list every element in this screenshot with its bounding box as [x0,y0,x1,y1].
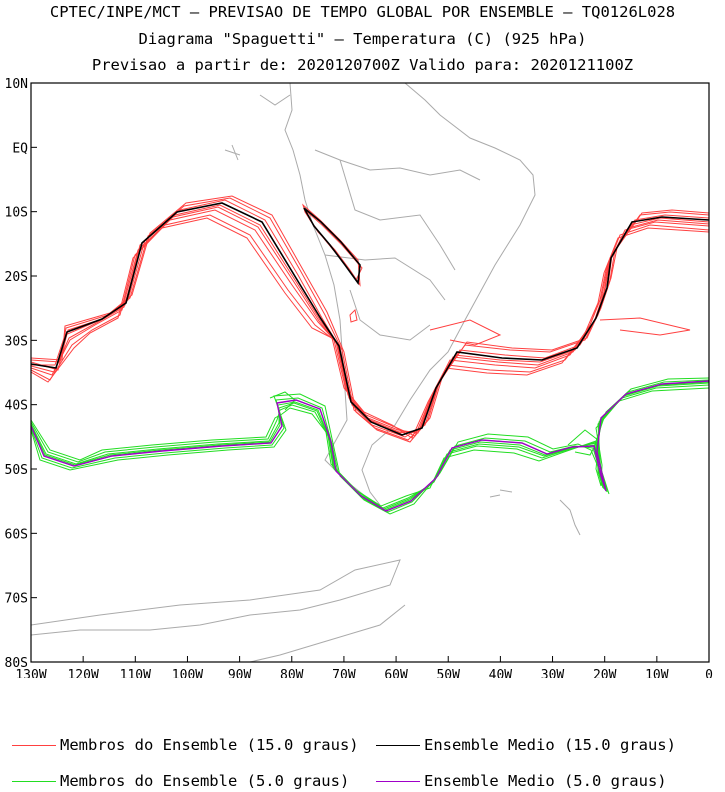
x-tick-label: 30W [541,668,565,678]
legend-swatch-red [12,745,56,746]
spaghetti-map: 130W 120W 110W 100W 90W 80W 70W 60W 50W 40W 30W 20W… [5,78,713,678]
y-tick-label: 10N [5,78,28,92]
x-tick-label: 0 [705,668,713,678]
chart-title: CPTEC/INPE/MCT – PREVISAO DE TEMPO GLOBA… [49,3,676,21]
ensemble-members-5deg [31,377,709,515]
y-tick-label: 20S [5,270,28,285]
y-tick-label: 10S [5,206,28,221]
ensemble-mean-15deg [31,202,709,436]
plot-frame [30,82,710,663]
x-tick-label: 80W [280,668,304,678]
x-tick-label: 130W [15,668,46,678]
ensemble-mean-5deg [31,380,709,512]
legend-item-members-5deg: Membros do Ensemble (5.0 graus) [12,772,349,790]
x-tick-label: 20W [593,668,617,678]
x-tick-label: 70W [332,668,356,678]
y-tick-label: 40S [5,399,28,414]
y-tick-label: 50S [5,463,28,478]
x-tick-label: 110W [120,668,151,678]
legend-item-members-15deg: Membros do Ensemble (15.0 graus) [12,736,359,754]
legend-item-mean-15deg: Ensemble Medio (15.0 graus) [376,736,676,754]
y-tick-label: 80S [5,656,28,671]
chart-subtitle: Diagrama "Spaguetti" – Temperatura (C) (… [138,30,587,48]
y-tick-label: 60S [5,527,28,542]
x-tick-label: 90W [228,668,252,678]
y-tick-label: 70S [5,592,28,607]
y-tick-label: 30S [5,334,28,349]
legend-swatch-green [12,781,56,782]
x-tick-label: 50W [436,668,460,678]
x-tick-label: 10W [645,668,669,678]
ensemble-members-15deg [31,195,709,443]
x-tick-label: 60W [384,668,408,678]
x-tick-label: 40W [489,668,513,678]
forecast-validity: Previsao a partir de: 2020120700Z Valido… [91,56,634,74]
coastlines [31,83,581,662]
y-tick-label: EQ [12,141,28,156]
ensemble-mean-15deg-loop [303,207,361,286]
axes: 130W 120W 110W 100W 90W 80W 70W 60W 50W 40W 30W 20W… [5,78,713,678]
x-tick-label: 120W [67,668,98,678]
legend-swatch-black [376,745,420,746]
x-tick-label: 100W [172,668,203,678]
legend-swatch-purple [376,781,420,782]
legend-item-mean-5deg: Ensemble Medio (5.0 graus) [376,772,667,790]
